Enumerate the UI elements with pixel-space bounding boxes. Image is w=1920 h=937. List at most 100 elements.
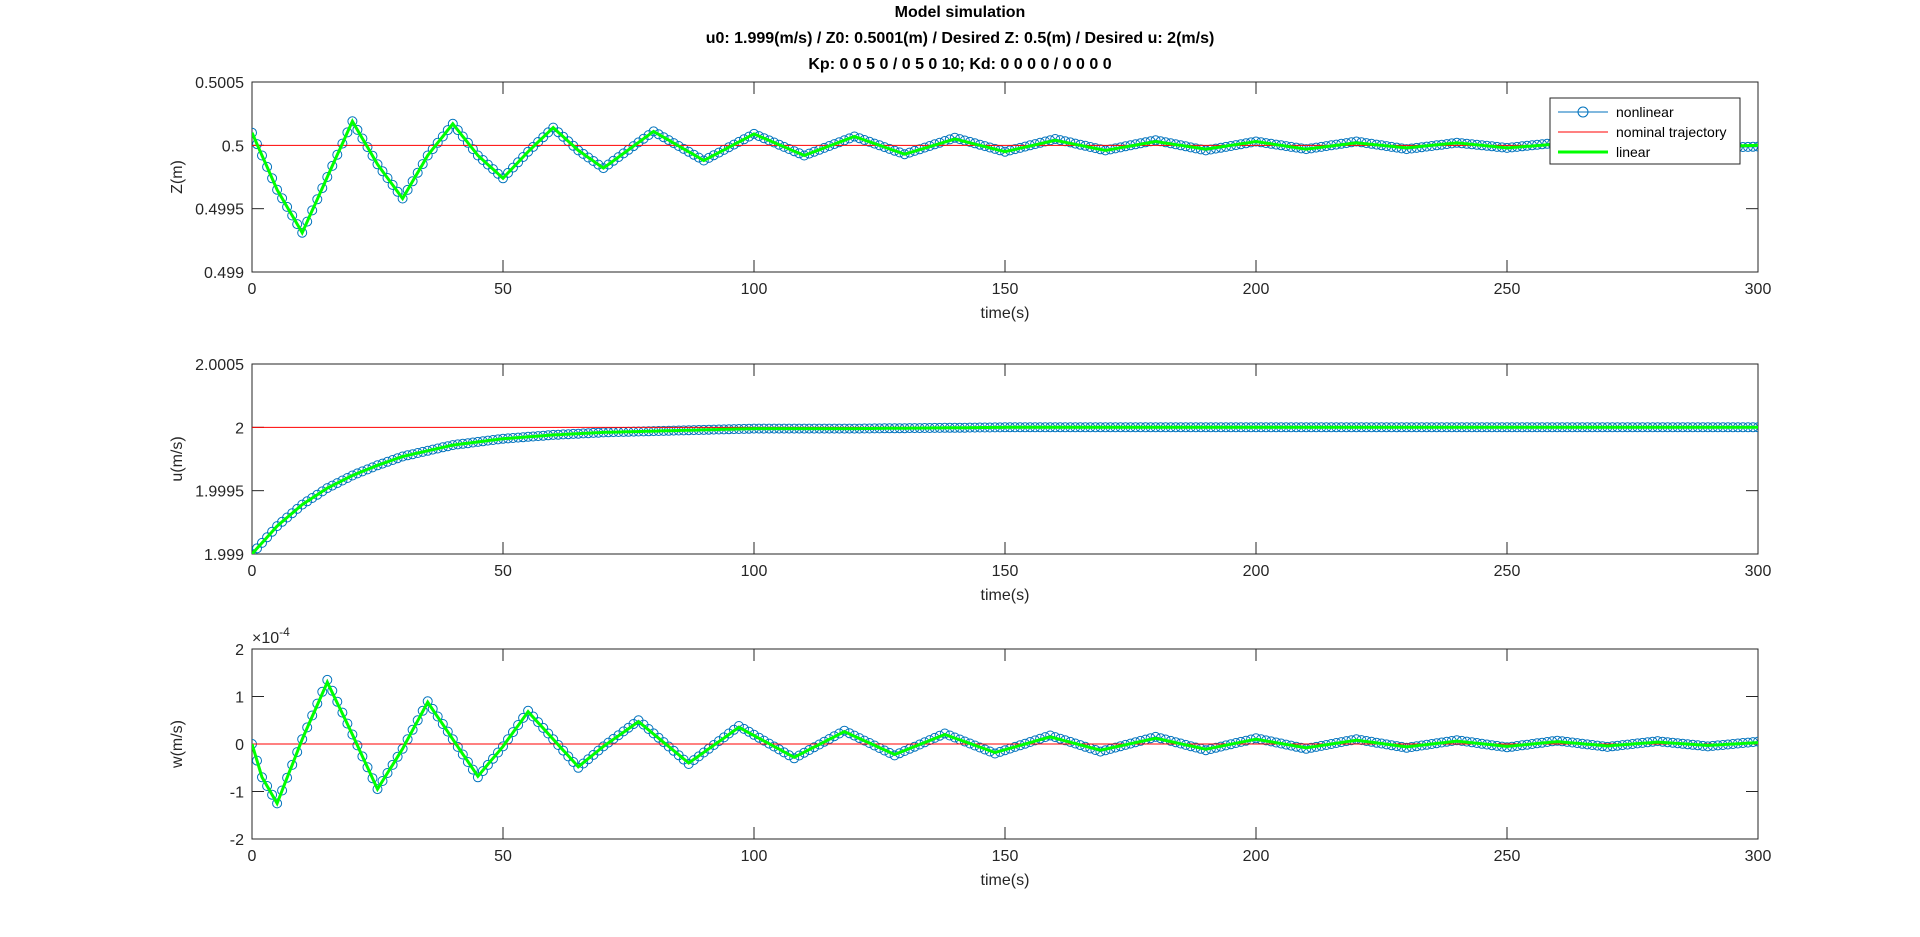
nonlinear-marker [759, 735, 769, 746]
nonlinear-marker [819, 142, 830, 153]
nonlinear-marker [272, 184, 283, 195]
nonlinear-marker [282, 772, 293, 783]
y-axis-label: u(m/s) [169, 436, 186, 481]
nonlinear-marker [432, 137, 443, 148]
nonlinear-marker [302, 722, 313, 733]
nonlinear-marker [518, 152, 529, 162]
nonlinear-marker [317, 486, 328, 497]
nonlinear-marker [362, 762, 373, 773]
x-tick-label: 100 [741, 848, 768, 865]
nonlinear-marker [739, 134, 749, 145]
nonlinear-marker [322, 483, 333, 494]
nonlinear-marker [352, 740, 363, 751]
y-tick-label: 1.999 [204, 547, 244, 564]
nonlinear-marker [467, 764, 478, 775]
nonlinear-marker [774, 744, 785, 755]
nonlinear-marker [789, 753, 800, 764]
nonlinear-marker [302, 496, 313, 507]
nonlinear-marker [839, 135, 850, 146]
y-tick-label: 0.5005 [195, 75, 244, 92]
nonlinear-marker [558, 745, 569, 756]
y-tick-label: 0.499 [204, 265, 244, 282]
nonlinear-marker [733, 136, 744, 147]
y-tick-label: 2 [235, 642, 244, 659]
nonlinear-marker [352, 468, 363, 479]
nonlinear-marker [678, 143, 689, 154]
nonlinear-marker [723, 728, 734, 739]
nonlinear-marker [452, 741, 463, 752]
nonlinear-marker [297, 227, 308, 238]
nonlinear-marker [267, 526, 278, 537]
nonlinear-marker [347, 470, 358, 481]
nonlinear-marker [297, 499, 308, 510]
nonlinear-marker [653, 129, 664, 140]
nonlinear-marker [312, 489, 323, 500]
nonlinear-marker [387, 179, 398, 190]
nonlinear-marker [608, 733, 619, 744]
nonlinear-marker [462, 757, 473, 767]
nonlinear-marker [728, 724, 739, 735]
nonlinear-marker [553, 740, 564, 750]
nonlinear-marker [688, 755, 699, 766]
nonlinear-marker [839, 725, 850, 736]
series-linear-line [252, 425, 1758, 554]
y-tick-label: -2 [230, 832, 244, 849]
nonlinear-marker [352, 124, 363, 135]
nonlinear-marker [723, 142, 734, 153]
exponent-base: ×10 [252, 630, 279, 647]
nonlinear-marker [252, 543, 262, 554]
nonlinear-marker [799, 747, 810, 758]
nonlinear-marker [779, 141, 790, 152]
nonlinear-marker [533, 717, 544, 728]
nonlinear-marker [277, 193, 288, 204]
nonlinear-marker [312, 194, 323, 205]
nonlinear-marker [628, 141, 639, 152]
nonlinear-marker [267, 173, 278, 184]
nonlinear-marker [342, 473, 353, 483]
nonlinear-marker [718, 732, 729, 743]
nonlinear-marker [638, 133, 649, 144]
x-tick-label: 300 [1745, 281, 1772, 298]
nonlinear-marker [437, 131, 448, 142]
nonlinear-marker [744, 131, 754, 142]
nonlinear-marker [262, 161, 273, 172]
nonlinear-marker [442, 125, 453, 136]
nonlinear-marker [618, 726, 629, 737]
nonlinear-marker [713, 736, 724, 747]
nonlinear-marker [452, 125, 463, 136]
nonlinear-marker [844, 133, 855, 144]
y-tick-label: 1 [235, 690, 244, 707]
nonlinear-marker [257, 537, 267, 548]
nonlinear-marker [432, 711, 443, 722]
nonlinear-marker [1251, 733, 1261, 744]
nonlinear-marker [683, 146, 694, 157]
nonlinear-marker [809, 146, 820, 157]
x-tick-label: 200 [1243, 281, 1270, 298]
nonlinear-marker [337, 707, 348, 718]
nonlinear-marker [498, 741, 508, 752]
nonlinear-marker [277, 785, 288, 796]
nonlinear-marker [859, 735, 870, 746]
nonlinear-marker [829, 139, 840, 150]
nonlinear-marker [578, 148, 589, 159]
nonlinear-marker [754, 732, 764, 743]
nonlinear-marker [472, 772, 483, 783]
plot-area [252, 422, 1758, 554]
nonlinear-marker [508, 162, 518, 173]
nonlinear-marker [372, 784, 383, 795]
nonlinear-marker [869, 740, 880, 751]
nonlinear-marker [467, 144, 478, 155]
nonlinear-marker [573, 145, 584, 156]
nonlinear-marker [668, 138, 679, 149]
nonlinear-marker [392, 186, 403, 197]
series-linear-line [252, 678, 1758, 807]
nonlinear-marker [683, 759, 694, 769]
nonlinear-marker [769, 137, 780, 148]
plot-area [252, 674, 1758, 809]
nonlinear-marker [412, 167, 423, 178]
nonlinear-marker [257, 150, 267, 161]
nonlinear-marker [593, 159, 604, 170]
y-tick-label: -1 [230, 785, 244, 802]
nonlinear-marker [708, 740, 719, 750]
